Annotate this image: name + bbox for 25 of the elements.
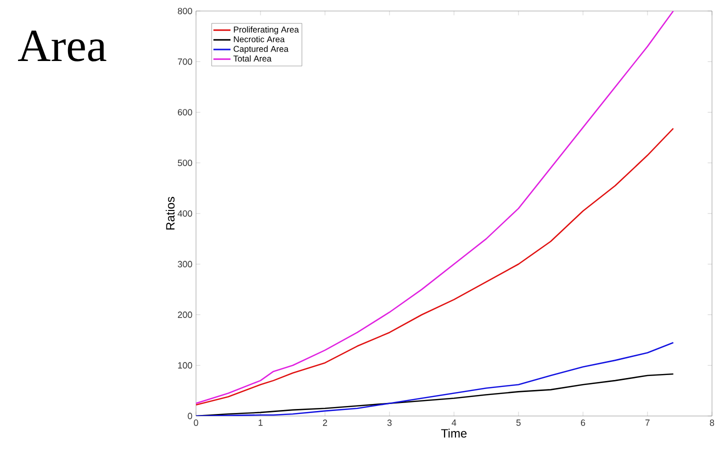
y-axis-title: Ratios [166, 196, 175, 230]
y-tick-label: 500 [178, 160, 192, 166]
y-tick-label: 600 [178, 109, 192, 116]
y-tick-label: 300 [178, 260, 192, 268]
x-axis-title: Time [441, 428, 467, 438]
y-tick-label: 700 [178, 58, 192, 65]
legend-label: Proliferating Area [234, 26, 299, 34]
y-tick-label: 400 [178, 210, 192, 217]
y-tick-label: 200 [178, 312, 192, 318]
chart-title: Area [18, 30, 106, 62]
x-tick-label: 2 [322, 420, 328, 426]
x-tick-label: 0 [194, 420, 198, 426]
legend-label: Captured Area [234, 46, 289, 54]
y-tick-label: 0 [188, 412, 192, 420]
y-tick-label: 100 [178, 362, 192, 369]
x-tick-label: 1 [258, 420, 263, 426]
x-tick-label: 6 [580, 420, 586, 426]
x-tick-label: 5 [516, 420, 521, 426]
legend-label: Necrotic Area [234, 36, 285, 42]
legend-label: Total Area [233, 55, 272, 62]
x-tick-label: 4 [452, 420, 456, 426]
x-tick-label: 3 [387, 420, 392, 426]
x-tick-label: 8 [710, 420, 714, 426]
y-tick-label: 800 [178, 8, 192, 14]
x-tick-label: 7 [645, 420, 650, 426]
